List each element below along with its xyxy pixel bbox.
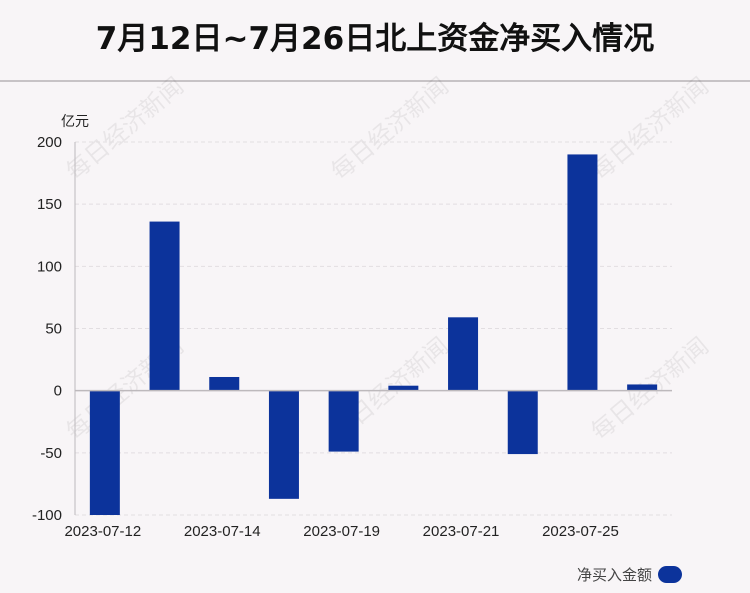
watermark-text: 每日经济新闻 <box>326 72 454 186</box>
legend-label: 净买入金额 <box>577 565 653 584</box>
y-tick-label: 50 <box>45 321 62 338</box>
watermark-text: 每日经济新闻 <box>586 72 714 186</box>
y-axis-unit-label: 亿元 <box>61 114 89 130</box>
x-tick-label: 2023-07-21 <box>423 523 500 540</box>
x-tick-label: 2023-07-25 <box>542 523 619 540</box>
bar <box>567 154 598 391</box>
bar <box>149 221 180 391</box>
axes-layer <box>74 142 672 515</box>
bar <box>268 390 299 499</box>
bar <box>627 384 658 391</box>
bar <box>89 390 120 515</box>
y-tick-labels: 200 150 100 50 0 -50 -100 <box>32 134 62 524</box>
y-tick-label: -50 <box>40 445 62 462</box>
y-tick-label: 200 <box>37 134 62 151</box>
y-tick-label: 100 <box>37 258 62 275</box>
bar <box>448 317 479 391</box>
bar <box>328 390 359 452</box>
chart-title: 7月12日~7月26日北上资金净买入情况 <box>95 21 655 57</box>
bar <box>507 390 538 455</box>
bar <box>209 376 240 391</box>
legend: 净买入金额 <box>577 563 683 585</box>
x-tick-label: 2023-07-12 <box>64 523 141 540</box>
y-tick-label: 150 <box>37 196 62 213</box>
title-divider <box>0 80 750 82</box>
bars-layer <box>89 154 658 515</box>
x-tick-label: 2023-07-19 <box>303 523 380 540</box>
y-tick-label: -100 <box>32 507 62 524</box>
legend-swatch <box>658 565 683 583</box>
x-tick-label: 2023-07-14 <box>184 523 261 540</box>
bar <box>388 385 419 391</box>
x-tick-labels: 2023-07-12 2023-07-14 2023-07-19 2023-07-21… <box>64 523 618 540</box>
y-tick-label: 0 <box>54 383 62 400</box>
